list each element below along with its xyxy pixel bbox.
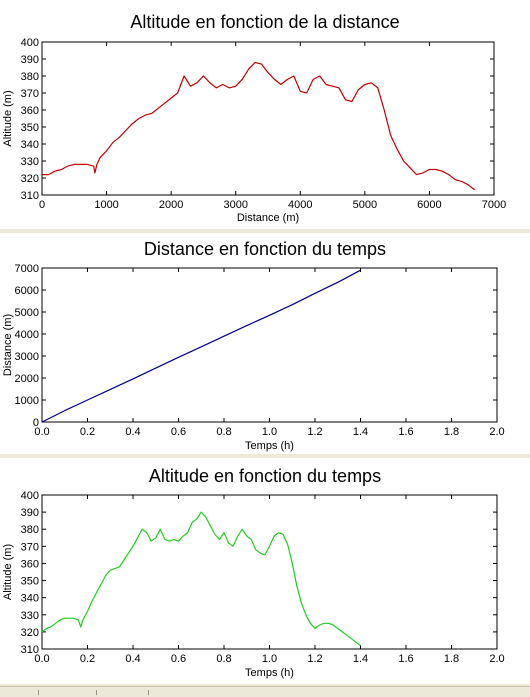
x-tick-label: 1.2 bbox=[307, 426, 322, 438]
y-tick-label: 340 bbox=[21, 139, 39, 151]
chart-title: Distance en fonction du temps bbox=[143, 239, 387, 259]
plot-frame bbox=[41, 267, 498, 423]
x-tick-label: 0.0 bbox=[34, 653, 49, 665]
x-tick-label: 0.8 bbox=[216, 426, 231, 438]
x-tick-label: 0.0 bbox=[34, 426, 49, 438]
x-tick-label: 7000 bbox=[482, 199, 506, 211]
x-tick-label: 1.2 bbox=[307, 653, 322, 665]
status-strip bbox=[0, 686, 530, 697]
y-tick-label: 330 bbox=[21, 156, 39, 168]
y-tick-label: 350 bbox=[21, 122, 39, 134]
y-tick-label: 6000 bbox=[15, 285, 39, 297]
y-tick-label: 380 bbox=[21, 71, 39, 83]
x-axis-label: Temps (h) bbox=[245, 667, 294, 679]
plot-frame bbox=[41, 41, 495, 196]
x-tick-label: 1.0 bbox=[262, 426, 277, 438]
y-tick-label: 310 bbox=[21, 190, 39, 202]
y-tick-label: 1000 bbox=[15, 395, 39, 407]
chart-altitude-time: 0.0 0.2 0.4 0.6 0.8 1.0 1.2 1.4 1.6 1.8 2.0 310 320 3… bbox=[2, 490, 505, 679]
chart-panel-distance-time: Distance en fonction du temps 0.0 0.2 0.4 0… bbox=[0, 233, 530, 454]
y-axis-label: Distance (m) bbox=[2, 314, 14, 376]
y-tick-label: 5000 bbox=[15, 307, 39, 319]
y-tick-label: 390 bbox=[21, 54, 39, 66]
plot-frame bbox=[41, 494, 498, 650]
x-tick-label: 4000 bbox=[288, 199, 312, 211]
x-tick-label: 0.2 bbox=[80, 653, 95, 665]
y-tick-label: 7000 bbox=[15, 263, 39, 275]
y-tick-label: 400 bbox=[21, 490, 39, 502]
y-tick-label: 310 bbox=[21, 644, 39, 656]
x-tick-label: 0.4 bbox=[125, 426, 140, 438]
y-tick-label: 2000 bbox=[15, 373, 39, 385]
y-axis-label: Altitude (m) bbox=[2, 544, 14, 600]
x-tick-label: 2.0 bbox=[489, 426, 504, 438]
x-tick-label: 1.8 bbox=[444, 653, 459, 665]
x-tick-label: 0.2 bbox=[80, 426, 95, 438]
series-line bbox=[42, 61, 475, 191]
y-tick-label: 350 bbox=[21, 576, 39, 588]
strip-divider bbox=[38, 690, 39, 695]
y-tick-label: 390 bbox=[21, 507, 39, 519]
x-tick-label: 1.6 bbox=[398, 653, 413, 665]
x-axis-label: Distance (m) bbox=[237, 212, 299, 224]
x-tick-label: 2000 bbox=[159, 199, 183, 211]
chart-altitude-distance: 0 1000 2000 3000 4000 5000 6000 7000 310 320 330 34… bbox=[2, 37, 506, 224]
x-tick-label: 1.6 bbox=[398, 426, 413, 438]
x-tick-label: 1.4 bbox=[353, 653, 368, 665]
y-tick-label: 0 bbox=[33, 417, 39, 429]
x-tick-label: 1000 bbox=[94, 199, 118, 211]
y-tick-label: 320 bbox=[21, 627, 39, 639]
x-tick-label: 2.0 bbox=[489, 653, 504, 665]
x-tick-label: 5000 bbox=[353, 199, 377, 211]
series-line bbox=[41, 511, 361, 647]
y-tick-label: 4000 bbox=[15, 329, 39, 341]
y-tick-label: 370 bbox=[21, 541, 39, 553]
chart-distance-time: 0.0 0.2 0.4 0.6 0.8 1.0 1.2 1.4 1.6 1.8 2.0 0 1000 20… bbox=[2, 263, 505, 452]
x-tick-label: 1.0 bbox=[262, 653, 277, 665]
x-tick-label: 6000 bbox=[417, 199, 441, 211]
chart-panel-altitude-time: Altitude en fonction du temps 0.0 0.2 0.4 0… bbox=[0, 458, 530, 684]
x-tick-label: 0.4 bbox=[125, 653, 140, 665]
x-tick-label: 1.4 bbox=[353, 426, 368, 438]
x-tick-label: 3000 bbox=[223, 199, 247, 211]
y-tick-label: 360 bbox=[21, 105, 39, 117]
y-tick-label: 3000 bbox=[15, 351, 39, 363]
strip-divider bbox=[148, 690, 149, 695]
x-axis-label: Temps (h) bbox=[245, 440, 294, 452]
x-tick-label: 0 bbox=[39, 199, 45, 211]
chart-panel-altitude-distance: Altitude en fonction de la distance 0 100… bbox=[0, 0, 530, 229]
y-tick-label: 380 bbox=[21, 524, 39, 536]
y-tick-label: 340 bbox=[21, 593, 39, 605]
y-tick-label: 330 bbox=[21, 610, 39, 622]
strip-divider bbox=[96, 690, 97, 695]
chart-title: Altitude en fonction de la distance bbox=[130, 12, 400, 32]
y-tick-label: 360 bbox=[21, 558, 39, 570]
y-tick-label: 320 bbox=[21, 173, 39, 185]
y-tick-label: 400 bbox=[21, 37, 39, 49]
x-tick-label: 0.6 bbox=[171, 426, 186, 438]
x-tick-label: 0.8 bbox=[216, 653, 231, 665]
x-tick-label: 0.6 bbox=[171, 653, 186, 665]
series-line bbox=[41, 269, 361, 423]
y-axis-label: Altitude (m) bbox=[2, 90, 14, 146]
chart-title: Altitude en fonction du temps bbox=[148, 466, 382, 486]
y-tick-label: 370 bbox=[21, 88, 39, 100]
x-tick-label: 1.8 bbox=[444, 426, 459, 438]
